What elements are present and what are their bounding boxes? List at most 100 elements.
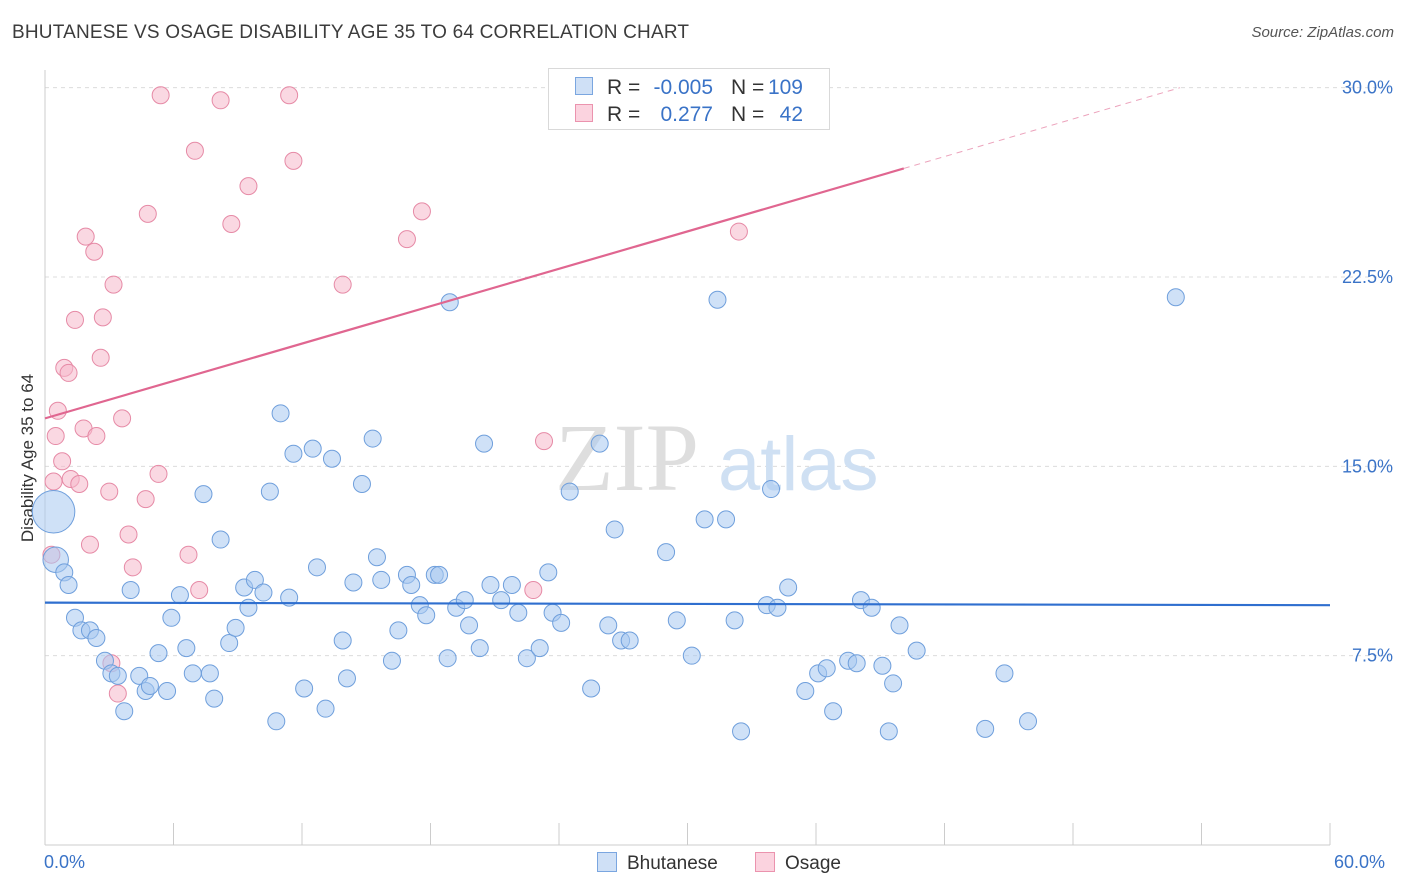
point-bhutanese-57 [438, 649, 457, 668]
point-osage-2 [46, 427, 65, 446]
point-bhutanese-100 [873, 656, 892, 675]
trend-line-osage-extension [903, 87, 1181, 169]
point-bhutanese-70 [539, 563, 558, 582]
point-bhutanese-52 [402, 575, 421, 594]
point-bhutanese-97 [847, 654, 866, 673]
point-bhutanese-105 [976, 719, 995, 738]
legend-row-bhutanese: R = -0.005 N = 109 [549, 73, 829, 101]
point-bhutanese-38 [303, 439, 322, 458]
trend-line-bhutanese [44, 601, 1331, 607]
watermark-zip: ZIP [555, 404, 699, 511]
y-tick-label-2: 22.5% [1342, 267, 1393, 287]
point-bhutanese-84 [708, 290, 727, 309]
point-osage-8 [65, 310, 84, 329]
point-bhutanese-21 [183, 664, 202, 683]
point-bhutanese-36 [284, 444, 303, 463]
point-bhutanese-31 [254, 583, 273, 602]
legend-r-label: R = [607, 76, 641, 99]
point-bhutanese-95 [824, 702, 843, 721]
point-bhutanese-27 [226, 618, 245, 637]
point-bhutanese-41 [322, 449, 341, 468]
point-bhutanese-91 [779, 578, 798, 597]
point-bhutanese-83 [695, 510, 714, 529]
watermark-atlas: atlas [718, 422, 879, 507]
point-bhutanese-23 [200, 664, 219, 683]
watermark: ZIP atlas [555, 404, 879, 511]
point-bhutanese-34 [271, 404, 290, 423]
point-bhutanese-35 [280, 588, 299, 607]
point-osage-26 [149, 464, 168, 483]
point-osage-12 [80, 535, 99, 554]
legend-r-label: R = [607, 103, 641, 126]
gridlines [45, 87, 1390, 657]
point-bhutanese-106 [995, 664, 1014, 683]
point-osage-13 [85, 242, 104, 261]
chart-title: BHUTANESE VS OSAGE DISABILITY AGE 35 TO … [12, 22, 690, 43]
legend-n-value: 42 [779, 103, 803, 126]
point-bhutanese-12 [121, 581, 140, 600]
point-bhutanese-46 [363, 429, 382, 448]
point-bhutanese-44 [344, 573, 363, 592]
x-tick-label-max: 60.0% [1334, 852, 1386, 872]
point-bhutanese-56 [430, 565, 449, 584]
axes [44, 70, 1331, 846]
point-bhutanese-64 [481, 575, 500, 594]
point-osage-40 [535, 432, 554, 451]
point-bhutanese-15 [140, 676, 159, 695]
point-bhutanese-26 [220, 634, 239, 653]
point-bhutanese-20 [177, 639, 196, 658]
point-bhutanese-107 [1019, 712, 1038, 731]
point-bhutanese-104 [907, 641, 926, 660]
point-bhutanese-108 [1166, 288, 1185, 307]
point-osage-36 [333, 275, 352, 294]
point-osage-29 [185, 141, 204, 160]
bottom-legend-label-bhutanese: Bhutanese [627, 853, 718, 874]
point-bhutanese-29 [239, 598, 258, 617]
point-bhutanese-72 [552, 613, 571, 632]
point-bhutanese-45 [352, 475, 371, 494]
trend-lines [44, 87, 1331, 607]
bottom-legend-swatch-osage [755, 852, 775, 872]
point-bhutanese-74 [582, 679, 601, 698]
point-bhutanese-103 [890, 616, 909, 635]
point-bhutanese-66 [502, 575, 521, 594]
point-osage-4 [53, 452, 72, 471]
point-bhutanese-73 [560, 482, 579, 501]
point-bhutanese-63 [475, 434, 494, 453]
point-bhutanese-69 [530, 639, 549, 658]
point-osage-23 [123, 558, 142, 577]
correlation-legend: R = -0.005 N = 109 R = 0.277 N = 42 [548, 68, 830, 130]
legend-r-value: 0.277 [660, 103, 713, 126]
point-osage-6 [59, 363, 78, 382]
point-bhutanese-90 [768, 598, 787, 617]
point-bhutanese-82 [682, 646, 701, 665]
point-bhutanese-19 [170, 586, 189, 605]
point-osage-22 [119, 525, 138, 544]
y-tick-label-0: 7.5% [1352, 646, 1393, 666]
legend-swatch-osage [575, 104, 593, 122]
series-bhutanese-points [31, 288, 1185, 741]
point-osage-1 [44, 472, 63, 491]
point-bhutanese-24 [205, 689, 224, 708]
point-bhutanese-37 [295, 679, 314, 698]
x-tick-label-min: 0.0% [44, 852, 86, 872]
point-bhutanese-62 [470, 639, 489, 658]
point-bhutanese-11 [115, 702, 134, 721]
bottom-legend-swatch-bhutanese [597, 852, 617, 872]
point-bhutanese-99 [862, 598, 881, 617]
point-bhutanese-77 [605, 520, 624, 539]
bottom-legend-osage: Osage [755, 852, 841, 875]
legend-row-osage: R = 0.277 N = 42 [549, 100, 829, 128]
legend-r-value: -0.005 [653, 76, 713, 99]
point-bhutanese-39 [307, 558, 326, 577]
point-bhutanese-85 [717, 510, 736, 529]
point-osage-11 [76, 227, 95, 246]
bottom-legend-label-osage: Osage [785, 853, 841, 874]
point-bhutanese-81 [667, 611, 686, 630]
point-bhutanese-60 [455, 591, 474, 610]
point-bhutanese-0 [31, 490, 76, 534]
point-osage-37 [397, 230, 416, 249]
point-osage-33 [239, 177, 258, 196]
point-bhutanese-49 [382, 651, 401, 670]
